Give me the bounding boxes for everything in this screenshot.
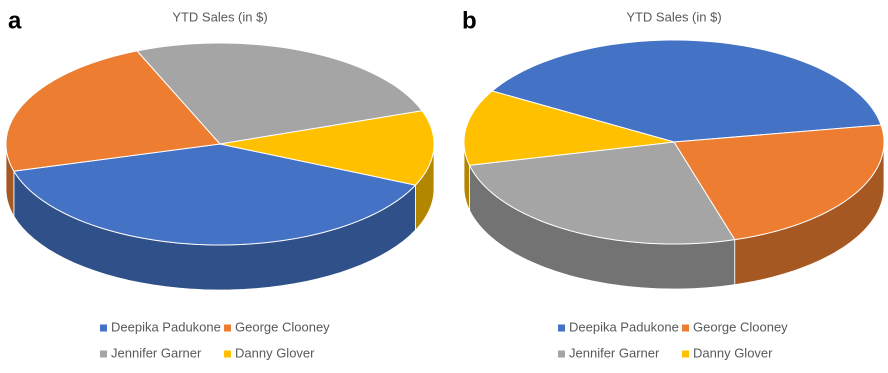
legend-swatch xyxy=(100,324,107,332)
legend-label: George Clooney xyxy=(693,319,788,334)
legend-swatch xyxy=(558,350,565,358)
legend-label: George Clooney xyxy=(235,319,330,334)
slice xyxy=(468,141,736,245)
legend-label: Deepika Padukone xyxy=(569,319,679,334)
slice xyxy=(13,143,417,246)
chart-title: YTD Sales (in $) xyxy=(626,9,721,24)
legend-swatch xyxy=(682,324,689,332)
slice xyxy=(491,39,882,143)
slice xyxy=(136,42,424,145)
legend-swatch xyxy=(224,324,231,332)
panel-label: a xyxy=(8,7,22,34)
legend-label: Jennifer Garner xyxy=(569,345,660,360)
legend-swatch xyxy=(558,324,565,332)
slice xyxy=(219,110,435,186)
legend-label: Deepika Padukone xyxy=(111,319,221,334)
slice xyxy=(5,50,222,172)
legend-swatch xyxy=(224,350,231,358)
legend-label: Danny Glover xyxy=(693,345,773,360)
legend-label: Danny Glover xyxy=(235,345,315,360)
chart-title: YTD Sales (in $) xyxy=(172,9,267,24)
panel-label: b xyxy=(462,7,477,34)
slice xyxy=(463,90,675,166)
legend-swatch xyxy=(100,350,107,358)
slice xyxy=(673,124,885,241)
legend-swatch xyxy=(682,350,689,358)
legend-label: Jennifer Garner xyxy=(111,345,202,360)
